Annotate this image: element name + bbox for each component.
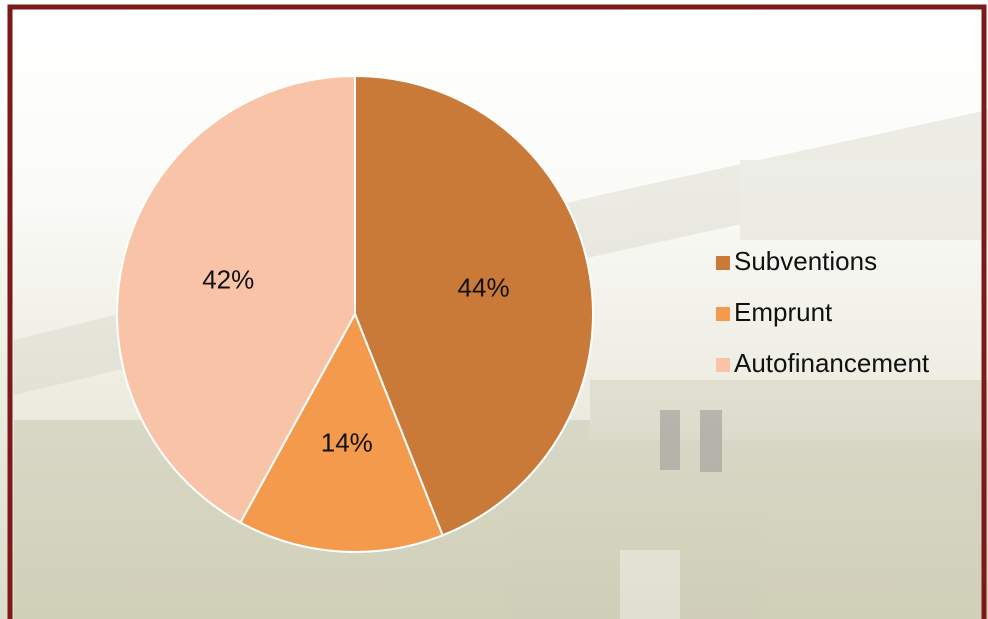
- slice-label: 14%: [321, 428, 373, 458]
- page: 44% 14% 42% Subventions Emprunt Autofinancem…: [0, 0, 988, 619]
- legend-label: Subventions: [734, 246, 877, 276]
- slice-label: 44%: [458, 272, 510, 302]
- pie: 44% 14% 42%: [117, 76, 593, 552]
- legend-swatch: [716, 256, 730, 270]
- legend-swatch: [716, 307, 730, 321]
- legend-label: Emprunt: [734, 297, 833, 327]
- legend-label: Autofinancement: [734, 348, 930, 378]
- slice-label: 42%: [202, 264, 254, 294]
- legend-swatch: [716, 358, 730, 372]
- chart: 44% 14% 42% Subventions Emprunt Autofinancem…: [0, 0, 988, 619]
